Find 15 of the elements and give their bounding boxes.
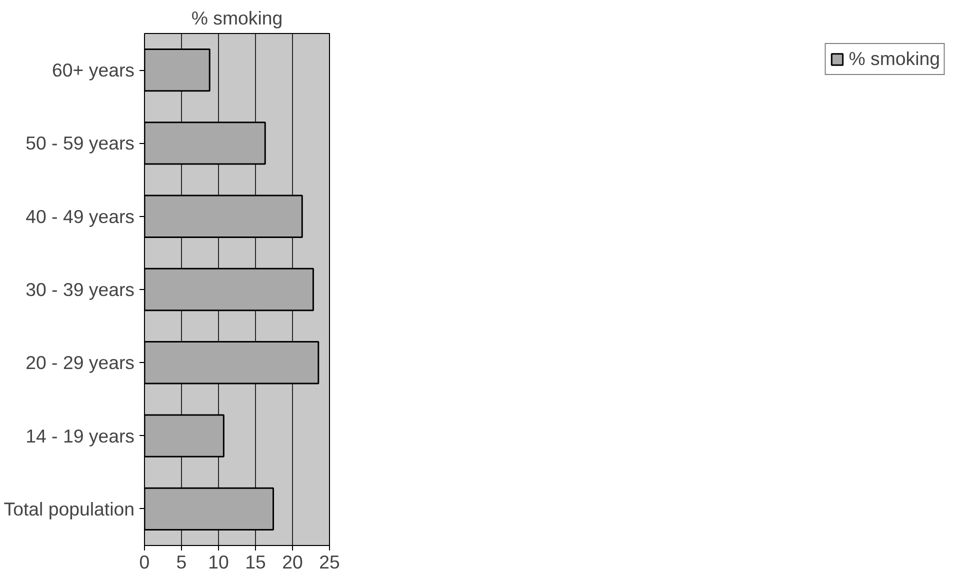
x-tick-label: 25 (319, 552, 340, 572)
y-tick-label: 60+ years (52, 60, 135, 81)
x-tick-label: 5 (176, 552, 187, 572)
y-tick-label: 30 - 39 years (26, 279, 135, 300)
y-tick-label: 50 - 59 years (26, 132, 135, 154)
x-tick-label: 20 (282, 552, 303, 572)
x-tick-label: 10 (208, 552, 229, 572)
legend-label: % smoking (848, 48, 940, 70)
y-tick-label: 40 - 49 years (26, 206, 135, 227)
y-tick-label: Total population (4, 498, 135, 520)
y-tick-label: 20 - 29 years (26, 352, 135, 374)
chart-title: % smoking (191, 8, 283, 28)
y-tick-label: 14 - 19 years (26, 425, 135, 446)
x-tick-label: 0 (139, 552, 150, 572)
x-tick-label: 15 (245, 552, 266, 572)
